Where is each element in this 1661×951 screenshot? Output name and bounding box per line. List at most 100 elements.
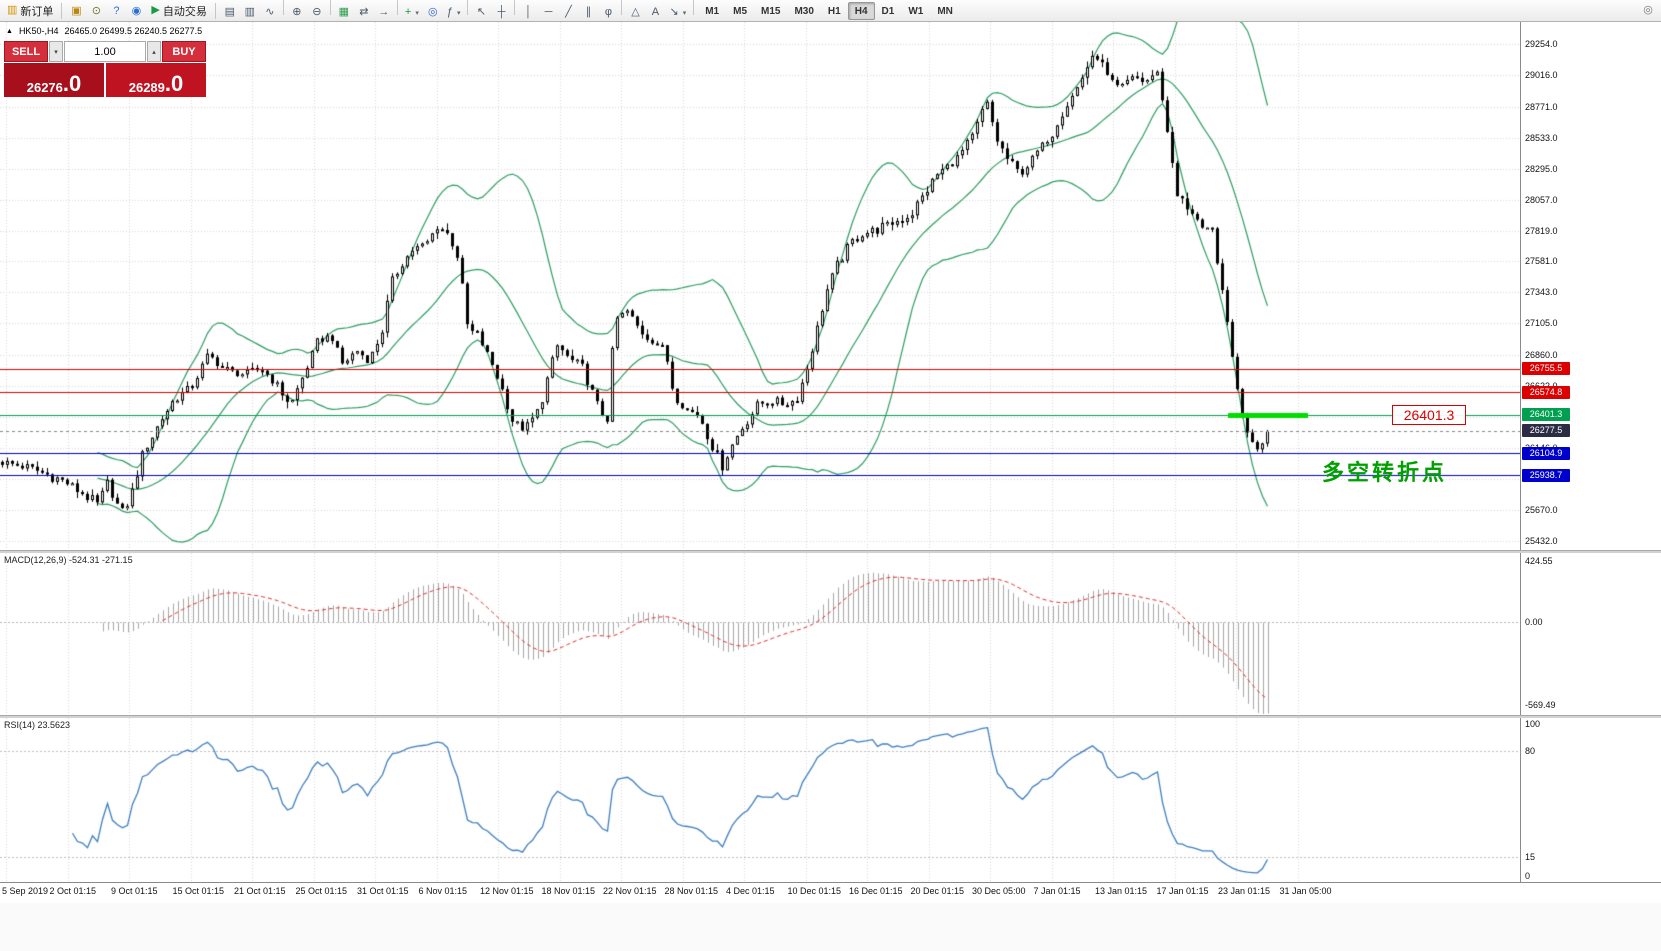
price-axis-label: 28295.0 <box>1525 163 1558 174</box>
horizontal-line-icon: ─ <box>544 6 553 18</box>
macd-canvas[interactable] <box>0 553 1520 715</box>
toolbar: ▥ 新订单 ▣ ⊙? ◉ ▶ 自动交易 ▤ ▥ ∿ ⊕ ⊖ ▦ ⇄ → + ▾ ◎ ƒ ▾ ↖ ┼ │ ─ ╱ ∥ φ △ A… <box>0 0 1661 22</box>
main-chart-panel: 29254.0 29016.0 28771.0 28533.0 28295.0 28057… <box>0 22 1661 550</box>
one-click-trading-panel: SELL ▾ ▴ BUY 26276.0 26289.0 <box>4 41 206 97</box>
timeframe-m1-button[interactable]: M1 <box>698 2 726 20</box>
volume-input[interactable] <box>64 41 146 62</box>
text-icon: A <box>651 6 660 18</box>
price-axis-label: 25432.0 <box>1525 535 1558 546</box>
price-axis-label: 28771.0 <box>1525 101 1558 112</box>
cursor-icon: ↖ <box>476 6 487 18</box>
auto-trading-button[interactable]: ▶ 自动交易 <box>147 1 210 20</box>
line-chart-icon-button[interactable]: ∿ <box>260 3 280 22</box>
symbol-label: HK50-,H4 <box>18 26 59 36</box>
time-axis-label: 22 Nov 01:15 <box>603 886 657 896</box>
toolbar-separator <box>61 2 63 19</box>
price-axis[interactable]: 29254.0 29016.0 28771.0 28533.0 28295.0 28057… <box>1520 22 1661 550</box>
text-icon-button[interactable]: A <box>645 3 665 22</box>
macd-panel: 424.55 0.00 -569.49 MACD(12,26,9) -524.31 … <box>0 553 1661 715</box>
time-axis-label: 4 Dec 01:15 <box>726 886 775 896</box>
volume-increase-button[interactable]: ▴ <box>147 41 161 62</box>
fibonacci-icon-button[interactable]: φ <box>598 3 618 22</box>
price-axis-label: 29254.0 <box>1525 38 1558 49</box>
price-axis-label: 27105.0 <box>1525 318 1558 329</box>
time-axis[interactable]: 5 Sep 2019 2 Oct 01:15 9 Oct 01:15 15 Oct 0… <box>0 882 1661 903</box>
timeframe-h1-button[interactable]: H1 <box>821 2 848 20</box>
sell-price-sub: .0 <box>62 71 82 97</box>
chart-caption: ▲ HK50-,H4 26465.0 26499.5 26240.5 26277… <box>6 26 202 36</box>
price-tag: 26574.8 <box>1522 385 1570 399</box>
chart-window: 29254.0 29016.0 28771.0 28533.0 28295.0 28057… <box>0 22 1661 951</box>
trendline-icon-button[interactable]: ╱ <box>558 3 578 22</box>
timeframe-w1-button[interactable]: W1 <box>901 2 930 20</box>
toolbar-separator <box>621 0 623 15</box>
rsi-axis-label: 0 <box>1525 871 1531 881</box>
auto-scroll-icon: ⇄ <box>359 6 369 18</box>
buy-button[interactable]: BUY <box>162 41 206 62</box>
time-axis-label: 21 Oct 01:15 <box>234 886 286 896</box>
price-level-annotation[interactable]: 26401.3 <box>1392 404 1466 425</box>
sell-price[interactable]: 26276.0 <box>4 63 104 97</box>
volume-decrease-button[interactable]: ▾ <box>49 41 63 62</box>
community-icon-button[interactable]: ◉ <box>126 2 146 21</box>
time-axis-label: 12 Nov 01:15 <box>480 886 534 896</box>
price-axis-label: 26860.0 <box>1525 350 1558 361</box>
vertical-line-icon-button[interactable]: │ <box>518 3 538 22</box>
zoom-out-icon: ⊖ <box>312 6 322 18</box>
refresh-icon-button[interactable]: ◎ <box>423 3 443 22</box>
trade-panel-icon-button[interactable]: ▣ <box>66 2 86 21</box>
main-chart-canvas[interactable] <box>0 22 1520 550</box>
timeframe-m30-button[interactable]: M30 <box>787 2 820 20</box>
price-axis-label: 28533.0 <box>1525 132 1558 143</box>
panel-splitter[interactable] <box>0 550 1661 553</box>
price-tag: 26401.3 <box>1522 408 1570 422</box>
timeframe-d1-button[interactable]: D1 <box>875 2 902 20</box>
history-center-icon-button[interactable]: ⊙ <box>86 2 106 21</box>
quick-search-button[interactable]: ◎ <box>1638 1 1658 20</box>
candlestick-chart-icon: ▥ <box>244 6 256 18</box>
sell-button[interactable]: SELL <box>4 41 48 62</box>
crosshair-icon-button[interactable]: ┼ <box>491 3 511 22</box>
chart-shift-icon-button[interactable]: → <box>374 3 394 22</box>
timeframe-h4-button[interactable]: H4 <box>847 2 875 21</box>
fibonacci-icon: φ <box>604 6 613 18</box>
time-axis-label: 10 Dec 01:15 <box>787 886 842 896</box>
horizontal-line-icon-button[interactable]: ─ <box>538 3 558 22</box>
cursor-icon-button[interactable]: ↖ <box>471 3 491 22</box>
price-axis-label: 25670.0 <box>1525 504 1558 515</box>
zoom-in-icon-button[interactable]: ⊕ <box>287 3 307 22</box>
rsi-axis[interactable]: 100 80 15 0 <box>1520 718 1661 882</box>
toolbar-separator <box>514 0 516 15</box>
rsi-axis-label: 15 <box>1525 852 1536 863</box>
indicators-icon-button[interactable]: ƒ ▾ <box>443 3 465 22</box>
timeframe-mn-button[interactable]: MN <box>930 2 960 20</box>
timeframe-m5-button[interactable]: M5 <box>726 2 754 20</box>
bar-chart-icon-button[interactable]: ▤ <box>220 3 240 22</box>
bar-chart-icon: ▤ <box>224 6 236 18</box>
rsi-canvas[interactable] <box>0 718 1520 882</box>
rsi-axis-label: 80 <box>1525 745 1536 756</box>
tile-windows-icon: ▦ <box>338 6 350 18</box>
history-center-icon: ⊙ <box>91 4 102 17</box>
auto-trading-label: 自动交易 <box>162 5 207 18</box>
arrow-tool-icon-button[interactable]: ↘ ▾ <box>665 3 690 22</box>
buy-price-sub: .0 <box>164 71 184 97</box>
new-order-button[interactable]: ▥ 新订单 <box>3 1 57 20</box>
macd-axis[interactable]: 424.55 0.00 -569.49 <box>1520 553 1661 715</box>
auto-scroll-icon-button[interactable]: ⇄ <box>354 3 374 22</box>
turning-point-annotation[interactable]: 多空转折点 <box>1322 459 1448 485</box>
rsi-panel: 100 80 15 0 RSI(14) 23.5623 <box>0 718 1661 882</box>
price-axis-label: 27343.0 <box>1525 287 1558 298</box>
zoom-out-icon-button[interactable]: ⊖ <box>307 3 327 22</box>
buy-price[interactable]: 26289.0 <box>106 63 206 97</box>
panel-splitter[interactable] <box>0 715 1661 718</box>
candlestick-chart-icon-button[interactable]: ▥ <box>240 3 260 22</box>
tile-windows-icon-button[interactable]: ▦ <box>334 3 354 22</box>
timeframe-m15-button[interactable]: M15 <box>754 2 787 20</box>
channel-icon-button[interactable]: ∥ <box>578 3 598 22</box>
new-chart-icon-button[interactable]: + ▾ <box>401 3 423 22</box>
zoom-in-icon: ⊕ <box>292 6 302 18</box>
time-axis-label: 28 Nov 01:15 <box>664 886 719 896</box>
shapes-icon-button[interactable]: △ <box>625 3 645 22</box>
help-icon-button[interactable]: ? <box>106 2 126 21</box>
